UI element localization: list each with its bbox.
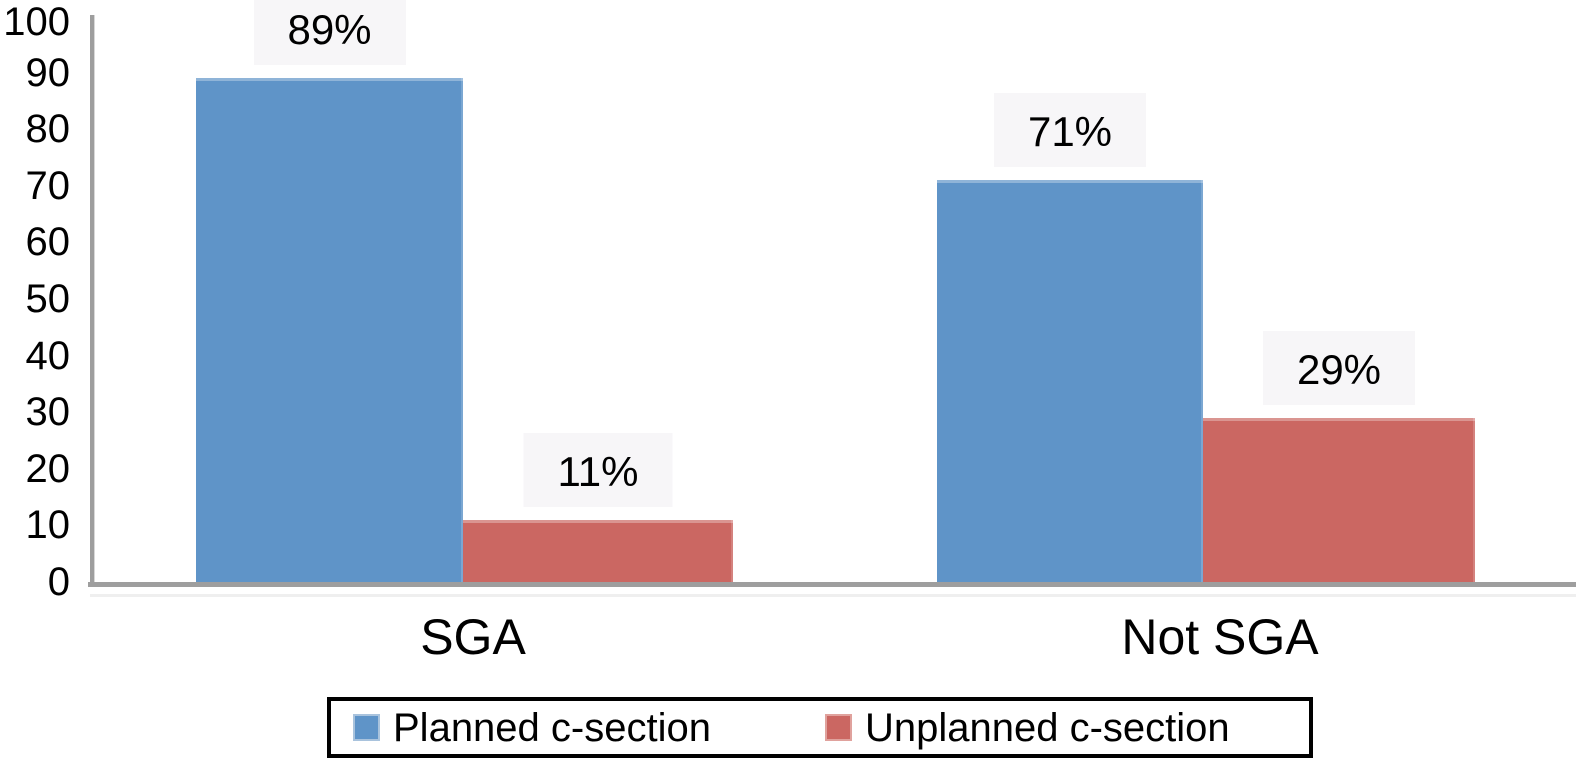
x-axis-line (88, 582, 1576, 587)
y-tick-label-0: 0 (47, 560, 70, 604)
bar-unplanned-c-section-not-sga (1203, 417, 1475, 582)
category-label-sga: SGA (420, 609, 526, 665)
data-label-sga-1: 11% (523, 432, 673, 507)
y-tick-label-20: 20 (25, 446, 71, 491)
bar-planned-c-section-sga (196, 78, 463, 582)
y-tick-label-80: 80 (25, 107, 71, 152)
legend-label-unplanned: Unplanned c-section (865, 705, 1230, 750)
data-label-not-sga-0: 71% (993, 93, 1147, 168)
y-axis-line (90, 15, 94, 586)
y-tick-label-70: 70 (25, 163, 71, 208)
y-tick-label-50: 50 (25, 277, 71, 321)
planned-c-section-swatch-icon (353, 714, 380, 741)
legend-item-planned: Planned c-section (353, 701, 711, 754)
unplanned-c-section-swatch-icon (825, 714, 852, 741)
legend-item-unplanned: Unplanned c-section (825, 701, 1230, 754)
bar-unplanned-c-section-sga (463, 519, 733, 582)
y-tick-label-40: 40 (25, 333, 71, 378)
y-tick-label-60: 60 (25, 220, 71, 265)
y-tick-label-100: 100 (3, 0, 70, 44)
category-label-not-sga: Not SGA (1121, 609, 1319, 665)
legend-label-planned: Planned c-section (393, 705, 711, 750)
bar-planned-c-section-not-sga (937, 180, 1203, 582)
data-label-sga-0: 89% (253, 0, 406, 66)
y-tick-label-30: 30 (25, 390, 71, 435)
data-label-not-sga-1: 29% (1262, 330, 1416, 405)
y-tick-label-90: 90 (25, 50, 71, 95)
y-tick-label-10: 10 (25, 503, 71, 548)
x-axis-shadow (90, 594, 1576, 597)
legend: Planned c-section Unplanned c-section (327, 697, 1313, 758)
